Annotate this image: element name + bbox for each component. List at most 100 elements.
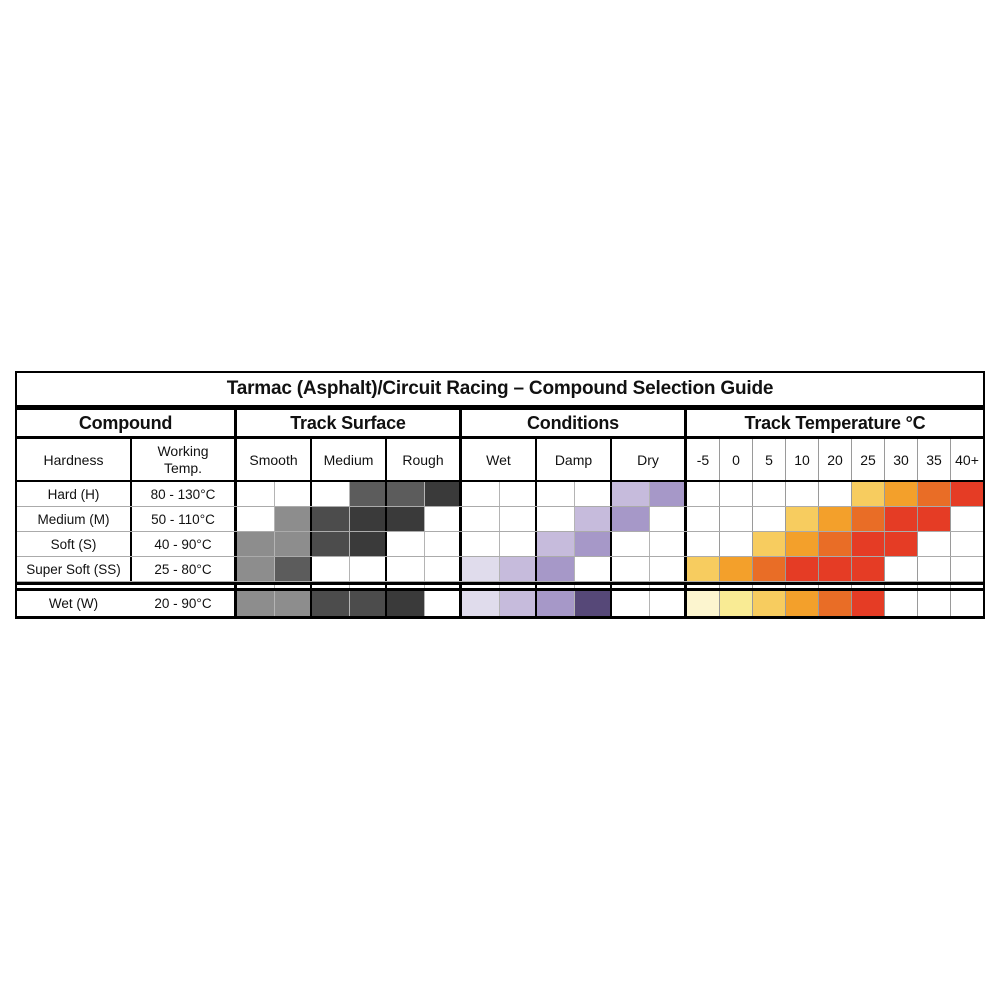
surface-cell bbox=[237, 591, 275, 616]
spacer-cell bbox=[687, 585, 720, 588]
compound-selection-guide-table: Tarmac (Asphalt)/Circuit Racing – Compou… bbox=[15, 371, 985, 619]
surface-cell bbox=[237, 507, 275, 531]
group-header-track-surface: Track Surface bbox=[237, 410, 462, 436]
surface-cell bbox=[274, 532, 312, 556]
condition-cell bbox=[499, 482, 537, 506]
temperature-cell bbox=[720, 482, 753, 506]
temperature-cell bbox=[753, 557, 786, 581]
surface-cell bbox=[349, 507, 387, 531]
temperature-cell bbox=[753, 482, 786, 506]
spacer-cell bbox=[753, 585, 786, 588]
hardness-cell: Super Soft (SS) bbox=[17, 557, 132, 581]
spacer-cell bbox=[612, 585, 650, 588]
temperature-cell bbox=[918, 482, 951, 506]
temperature-cell bbox=[918, 591, 951, 616]
spacer-cell bbox=[650, 585, 687, 588]
condition-cell bbox=[462, 532, 500, 556]
compound-row-medium-m-: Medium (M) 50 - 110°C bbox=[17, 507, 983, 532]
group-header-row: Compound Track Surface Conditions Track … bbox=[17, 410, 983, 439]
condition-cell bbox=[462, 557, 500, 581]
surface-cell bbox=[424, 532, 462, 556]
temperature-cell bbox=[819, 591, 852, 616]
surface-cell bbox=[387, 557, 425, 581]
surface-cell bbox=[387, 591, 425, 616]
subheader-wet: Wet bbox=[462, 439, 537, 480]
temperature-cell bbox=[951, 591, 983, 616]
condition-cell bbox=[462, 591, 500, 616]
temperature-cell bbox=[819, 507, 852, 531]
temperature-cell bbox=[918, 532, 951, 556]
working-temp-cell: 80 - 130°C bbox=[132, 482, 237, 506]
condition-cell bbox=[462, 507, 500, 531]
condition-cell bbox=[649, 591, 687, 616]
compound-row-super-soft-ss-: Super Soft (SS) 25 - 80°C bbox=[17, 557, 983, 582]
spacer-cell bbox=[819, 585, 852, 588]
condition-cell bbox=[574, 482, 612, 506]
condition-cell bbox=[537, 482, 575, 506]
temperature-cell bbox=[786, 532, 819, 556]
temperature-cell bbox=[819, 482, 852, 506]
temperature-cell bbox=[852, 532, 885, 556]
condition-cell bbox=[649, 482, 687, 506]
temperature-cell bbox=[687, 591, 720, 616]
compound-row-wet-w: Wet (W) 20 - 90°C bbox=[17, 591, 983, 616]
group-header-track-temperature: Track Temperature °C bbox=[744, 412, 926, 433]
spacer-cell bbox=[575, 585, 612, 588]
surface-cell bbox=[387, 507, 425, 531]
temperature-cell bbox=[687, 507, 720, 531]
temperature-cell bbox=[786, 591, 819, 616]
subheader-working-temp-text: Working Temp. bbox=[157, 443, 209, 476]
condition-cell bbox=[649, 557, 687, 581]
spacer-cell bbox=[312, 585, 350, 588]
condition-cell bbox=[499, 557, 537, 581]
temperature-cell bbox=[786, 507, 819, 531]
condition-cell bbox=[537, 532, 575, 556]
spacer-cell bbox=[275, 585, 312, 588]
temperature-cell bbox=[687, 482, 720, 506]
surface-cell bbox=[387, 482, 425, 506]
table-title: Tarmac (Asphalt)/Circuit Racing – Compou… bbox=[17, 373, 983, 410]
working-temp-cell: 50 - 110°C bbox=[132, 507, 237, 531]
group-header-compound: Compound bbox=[17, 410, 237, 436]
temperature-cell bbox=[951, 532, 983, 556]
temperature-cell bbox=[951, 482, 983, 506]
hardness-cell: Medium (M) bbox=[17, 507, 132, 531]
condition-cell bbox=[612, 591, 650, 616]
condition-cell bbox=[499, 532, 537, 556]
condition-cell bbox=[649, 532, 687, 556]
spacer-cell bbox=[918, 585, 951, 588]
spacer-cell bbox=[720, 585, 753, 588]
surface-cell bbox=[312, 482, 350, 506]
surface-cell bbox=[237, 557, 275, 581]
temperature-cell bbox=[852, 507, 885, 531]
working-temp-cell: 40 - 90°C bbox=[132, 532, 237, 556]
spacer-cell bbox=[237, 585, 275, 588]
temperature-cell bbox=[885, 591, 918, 616]
compound-row-hard-h-: Hard (H) 80 - 130°C bbox=[17, 482, 983, 507]
table-body: Hard (H) 80 - 130°C Medium (M) 50 - 110°C So… bbox=[17, 482, 983, 616]
hardness-cell: Hard (H) bbox=[17, 482, 132, 506]
subheader-temp-20: 20 bbox=[819, 439, 852, 480]
temperature-cell bbox=[918, 557, 951, 581]
condition-cell bbox=[574, 591, 612, 616]
condition-cell bbox=[462, 482, 500, 506]
condition-cell bbox=[612, 482, 650, 506]
subheader-temp-40plus: 40+ bbox=[955, 451, 979, 468]
condition-cell bbox=[537, 507, 575, 531]
condition-cell bbox=[574, 557, 612, 581]
spacer-cell bbox=[786, 585, 819, 588]
surface-cell bbox=[424, 482, 462, 506]
subheader-temp-5: 5 bbox=[753, 439, 786, 480]
condition-cell bbox=[574, 507, 612, 531]
working-temp-cell: 20 - 90°C bbox=[132, 591, 237, 616]
surface-cell bbox=[312, 532, 350, 556]
surface-cell bbox=[237, 532, 275, 556]
subheader-temp-10: 10 bbox=[786, 439, 819, 480]
subheader-row: Hardness Working Temp. Smooth Medium Roug… bbox=[17, 439, 983, 482]
group-header-conditions: Conditions bbox=[462, 410, 687, 436]
subheader-hardness: Hardness bbox=[17, 439, 132, 480]
temperature-cell bbox=[885, 507, 918, 531]
spacer-cell bbox=[425, 585, 462, 588]
spacer-cell bbox=[17, 585, 237, 588]
working-temp-cell: 25 - 80°C bbox=[132, 557, 237, 581]
